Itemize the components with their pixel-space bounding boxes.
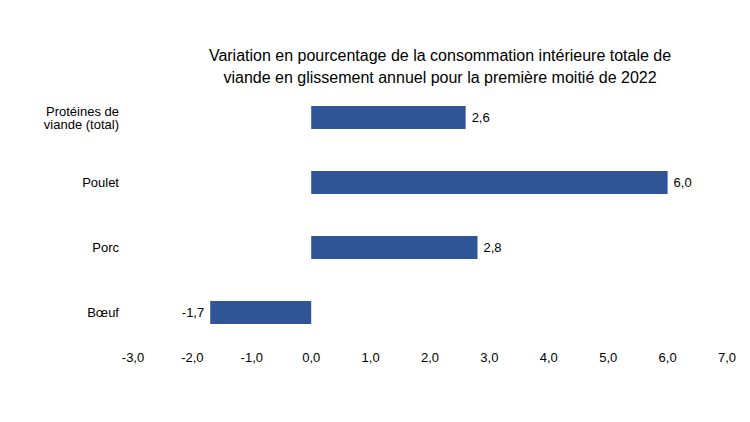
svg-text:Porc: Porc (92, 240, 119, 255)
svg-text:2,6: 2,6 (472, 110, 490, 125)
svg-text:Poulet: Poulet (82, 175, 119, 190)
svg-text:-1,7: -1,7 (182, 305, 204, 320)
svg-text:0,0: 0,0 (302, 350, 320, 365)
svg-text:Protéines deviande (total): Protéines deviande (total) (44, 104, 119, 132)
svg-text:1,0: 1,0 (362, 350, 380, 365)
html-text:Variation en pourcentage de la: Variation en pourcentage de la consommat… (208, 47, 672, 86)
svg-text:3,0: 3,0 (480, 350, 498, 365)
svg-text:2,0: 2,0 (421, 350, 439, 365)
svg-text:5,0: 5,0 (599, 350, 617, 365)
svg-text:Bœuf: Bœuf (87, 305, 119, 320)
svg-text:7,0: 7,0 (718, 350, 736, 365)
svg-text:-3,0: -3,0 (122, 350, 144, 365)
svg-text:4,0: 4,0 (540, 350, 558, 365)
svg-text:2,8: 2,8 (484, 240, 502, 255)
svg-text:-2,0: -2,0 (181, 350, 203, 365)
svg-text:6,0: 6,0 (659, 350, 677, 365)
svg-text:-1,0: -1,0 (241, 350, 263, 365)
svg-text:6,0: 6,0 (674, 175, 692, 190)
